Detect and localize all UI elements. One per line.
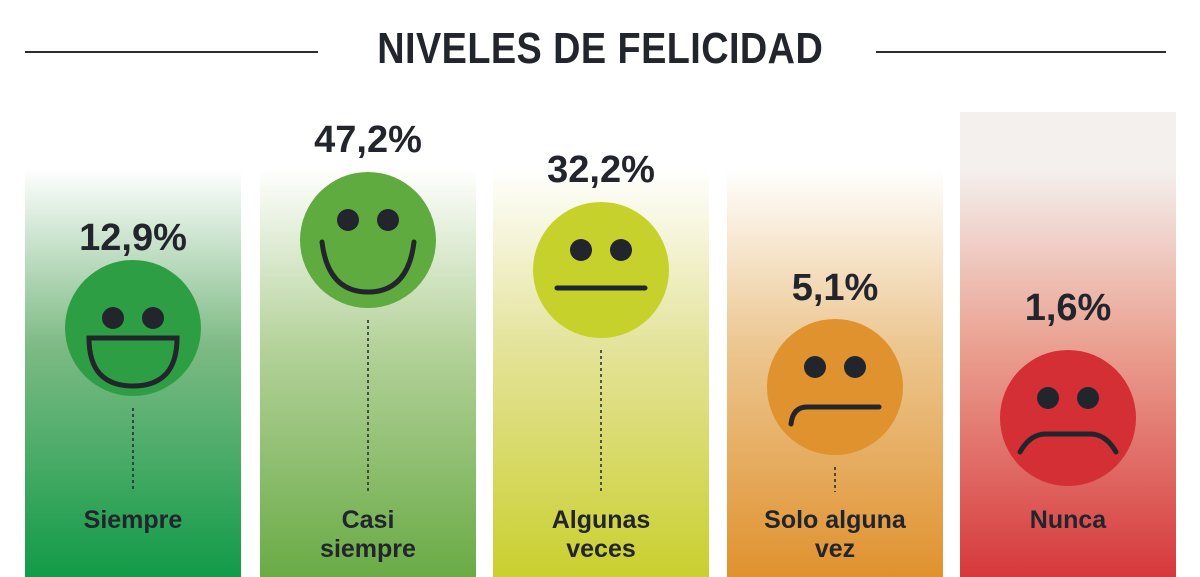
title-rule-left	[25, 51, 318, 53]
title-rule-right	[876, 51, 1166, 53]
chart-title-text: NIVELES DE FELICIDAD	[377, 24, 823, 73]
column-bar	[493, 112, 709, 577]
smile-face-icon	[300, 172, 436, 308]
value-label: 12,9%	[79, 217, 187, 259]
category-label: Solo alguna	[764, 506, 907, 534]
category-label: veces	[566, 535, 636, 563]
value-label: 32,2%	[547, 149, 655, 191]
category-label: Casi	[342, 506, 395, 534]
category-label: siempre	[320, 535, 416, 563]
value-label: 1,6%	[1025, 287, 1112, 329]
column-bar	[960, 112, 1176, 577]
category-label: Nunca	[1030, 506, 1108, 534]
big-smile-face-icon	[65, 260, 201, 396]
value-label: 47,2%	[314, 119, 422, 161]
neutral-face-icon	[533, 202, 669, 338]
chart-title: NIVELES DE FELICIDAD	[0, 24, 1200, 74]
category-label: Algunas	[552, 506, 651, 534]
category-label: Siempre	[84, 506, 183, 534]
column-1: 12,9% Siempre	[25, 112, 241, 577]
value-label: 5,1%	[792, 267, 879, 309]
category-label: vez	[815, 535, 855, 563]
column-5: 1,6% Nunca	[960, 112, 1176, 577]
slightly-sad-face-icon	[767, 319, 903, 455]
sad-face-icon	[1000, 350, 1136, 486]
